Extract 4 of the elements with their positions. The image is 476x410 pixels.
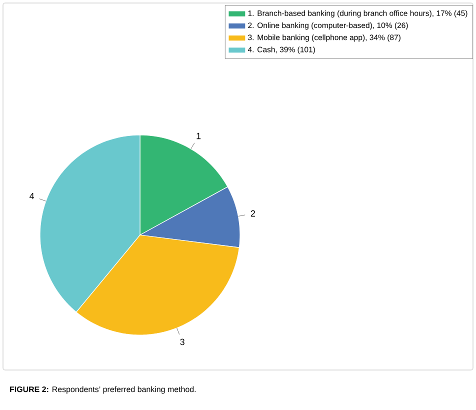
- text: 1: [196, 132, 201, 140]
- text: 3: [180, 338, 184, 346]
- text: 2: [250, 210, 256, 217]
- text: 4: [30, 192, 34, 200]
